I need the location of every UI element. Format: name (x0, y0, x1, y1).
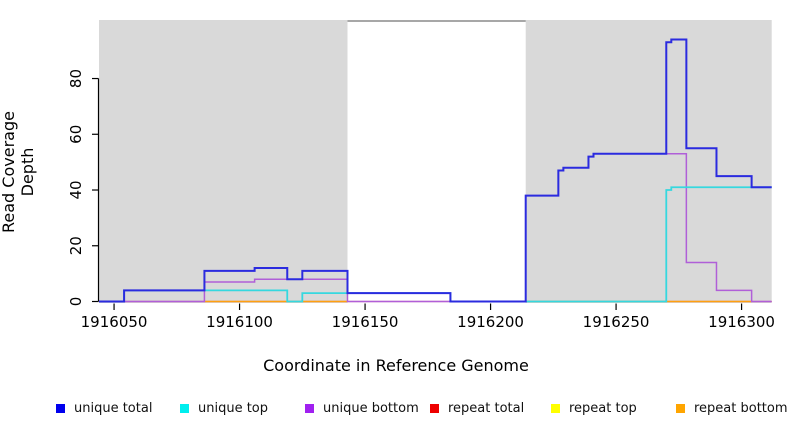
x-tick-label: 1916300 (708, 313, 775, 331)
legend-item: unique bottom (305, 399, 419, 417)
legend-item: unique total (56, 399, 152, 417)
legend-item: repeat bottom (676, 399, 788, 417)
legend-label: unique bottom (323, 400, 419, 416)
legend-item: unique top (180, 399, 268, 417)
legend-label: repeat bottom (694, 400, 788, 416)
legend-item: repeat total (430, 399, 524, 417)
legend-label: repeat total (448, 400, 525, 416)
legend-swatch (676, 403, 685, 413)
legend-label: unique total (74, 400, 153, 416)
shaded-region (99, 20, 348, 303)
y-tick-label: 0 (67, 297, 85, 307)
x-tick-label: 1916100 (206, 313, 273, 331)
y-tick-label: 80 (67, 69, 85, 88)
x-tick-label: 1916250 (583, 313, 650, 331)
legend-swatch (56, 403, 65, 413)
y-tick-label: 40 (67, 180, 85, 199)
legend-swatch (305, 403, 314, 413)
legend-swatch (430, 403, 439, 413)
legend-label: unique top (198, 400, 269, 416)
plot-area: 0 20 40 60 80 1916050 1916100 1916150 1916200 191… (67, 20, 775, 331)
legend-item: repeat top (551, 399, 637, 417)
legend: unique total unique top unique bottom re… (0, 399, 792, 419)
x-tick-label: 1916150 (332, 313, 399, 331)
series-line-unique-total (99, 38, 772, 303)
x-axis-title: Coordinate in Reference Genome (263, 356, 529, 375)
legend-swatch (180, 403, 189, 413)
x-tick-label: 1916050 (81, 313, 148, 331)
y-axis-title: Read Coverage Depth (0, 111, 37, 233)
y-tick-label: 20 (67, 236, 85, 255)
legend-label: repeat top (569, 400, 637, 416)
x-tick-label: 1916200 (457, 313, 524, 331)
y-tick-label: 60 (67, 125, 85, 144)
shaded-region (525, 20, 772, 303)
legend-swatch (551, 403, 560, 413)
